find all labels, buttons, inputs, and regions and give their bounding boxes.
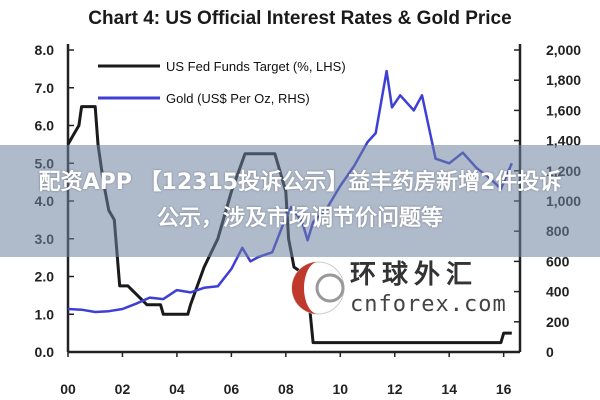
y-right-tick-label: 200 <box>546 314 570 330</box>
watermark-chinese: 环球外汇 <box>350 260 478 290</box>
x-tick-label: 04 <box>169 381 185 397</box>
news-banner[interactable]: 配资APP 【12315投诉公示】益丰药房新增2件投诉公示，涉及市场调节价问题等 <box>0 145 600 257</box>
x-axis: 00 02 04 06 08 10 12 14 16 <box>60 352 512 397</box>
news-banner-text[interactable]: 配资APP 【12315投诉公示】益丰药房新增2件投诉公示，涉及市场调节价问题等 <box>38 170 562 231</box>
x-tick-label: 02 <box>115 381 131 397</box>
legend-label: Gold (US$ Per Oz, RHS) <box>166 91 310 106</box>
y-right-tick-label: 600 <box>546 253 570 269</box>
y-right-tick-label: 2,000 <box>546 42 581 58</box>
legend: US Fed Funds Target (%, LHS) Gold (US$ Pe… <box>98 59 346 106</box>
x-tick-label: 14 <box>441 381 457 397</box>
x-tick-label: 12 <box>387 381 403 397</box>
y-right-tick-label: 1,400 <box>546 133 581 149</box>
y-right-tick-label: 400 <box>546 284 570 300</box>
x-tick-label: 16 <box>496 381 512 397</box>
watermark: 环球外汇 cnforex.com <box>291 260 507 317</box>
x-tick-label: 00 <box>60 381 76 397</box>
watermark-logo-icon <box>291 261 345 315</box>
watermark-logo-swoosh <box>292 262 318 314</box>
x-tick-label: 06 <box>224 381 240 397</box>
x-tick-label: 08 <box>278 381 294 397</box>
chart-title: Chart 4: US Official Interest Rates & Go… <box>88 8 511 29</box>
y-left-tick-label: 0.0 <box>35 344 55 360</box>
y-left-tick-label: 2.0 <box>35 269 55 285</box>
y-left-tick-label: 8.0 <box>35 42 55 58</box>
y-left-tick-label: 6.0 <box>35 118 55 134</box>
x-tick-label: 10 <box>333 381 349 397</box>
watermark-logo-globe <box>315 273 345 303</box>
y-right-tick-label: 1,800 <box>546 72 581 88</box>
legend-label: US Fed Funds Target (%, LHS) <box>166 59 346 74</box>
y-right-tick-label: 1,600 <box>546 102 581 118</box>
y-right-tick-label: 0 <box>546 344 554 360</box>
watermark-latin: cnforex.com <box>350 292 507 317</box>
y-left-tick-label: 1.0 <box>35 306 55 322</box>
y-left-tick-label: 7.0 <box>35 80 55 96</box>
